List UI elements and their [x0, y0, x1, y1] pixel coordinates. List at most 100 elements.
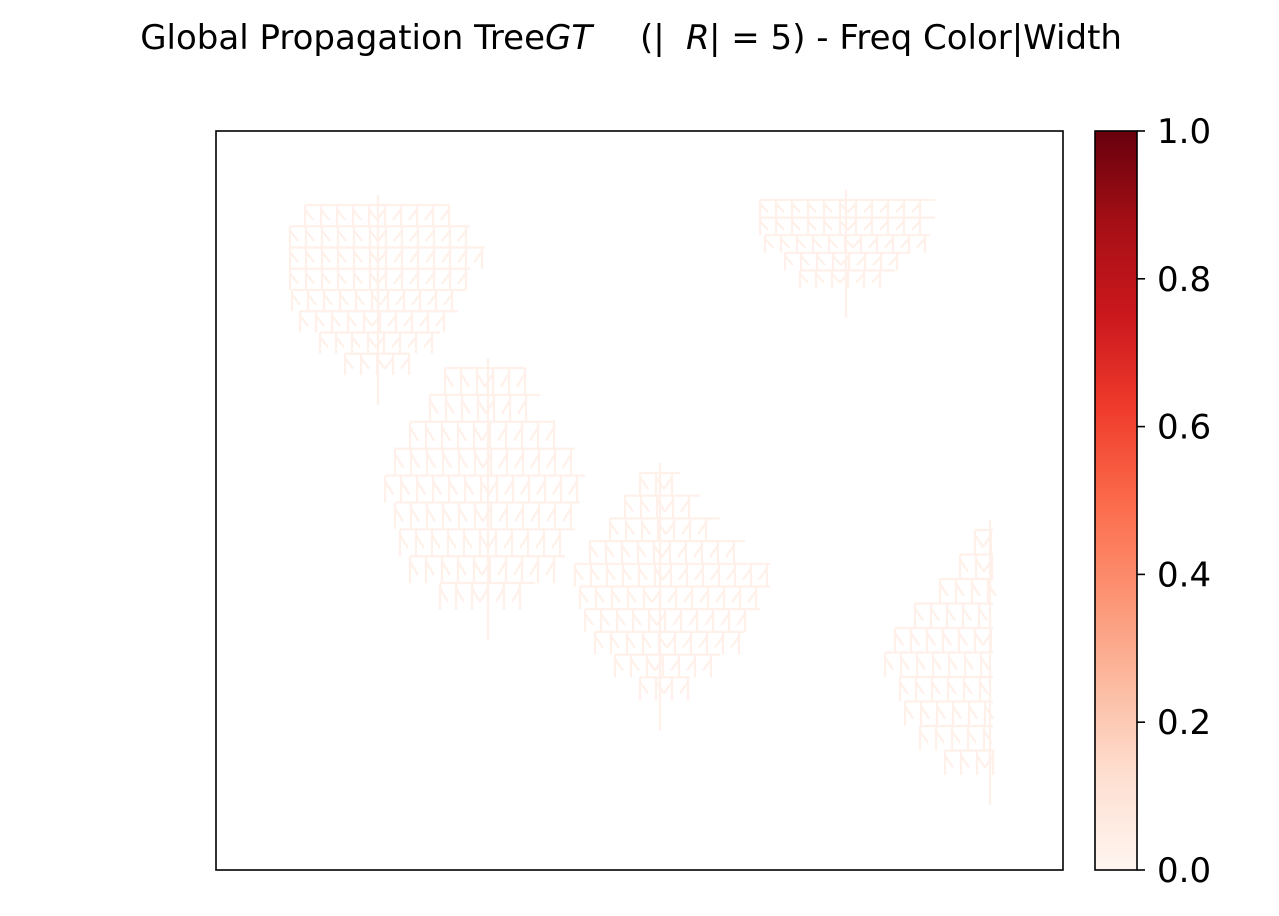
tree-edge [600, 613, 610, 626]
tree-edge [305, 272, 315, 285]
tree-edge [632, 613, 642, 626]
tree-edge [513, 561, 523, 576]
tree-edge [839, 202, 849, 214]
tree-edge [962, 607, 972, 622]
tree-edge [536, 480, 546, 495]
tree-edge [948, 656, 958, 671]
tree-edge [477, 399, 487, 415]
tree-edge [791, 220, 801, 231]
tree-edge [458, 507, 468, 522]
tree-edge [519, 534, 529, 549]
tree-edge [895, 220, 905, 231]
title-r-symbol: R [686, 18, 710, 58]
tree-edge [799, 273, 809, 284]
tree-edge [622, 567, 632, 581]
tree-edge [919, 730, 929, 744]
tree-edge [625, 522, 635, 535]
tree-edge [552, 480, 562, 495]
tree-edge [780, 237, 790, 249]
tree-edge [638, 567, 648, 581]
tree-edge [353, 272, 363, 285]
tree-edge [474, 453, 484, 469]
tree-edge [529, 426, 539, 442]
tree-edge [807, 220, 817, 231]
tree-edge [458, 453, 468, 469]
tree-edge [323, 293, 333, 306]
tree-edge [574, 567, 584, 581]
tree-edge [847, 220, 857, 231]
tree-edge [579, 590, 589, 604]
tree-edge [457, 426, 467, 442]
tree-edge [884, 656, 894, 671]
tree-edge [394, 453, 404, 469]
tree-edge [730, 635, 740, 649]
tree-edge [415, 534, 425, 549]
tree-edge [377, 229, 387, 242]
tree-edge [353, 251, 363, 264]
tree-edge [392, 208, 402, 221]
trees-layer [288, 190, 997, 805]
tree-edge [431, 534, 441, 549]
tree-edge [369, 272, 379, 285]
tree-edge [643, 590, 653, 604]
tree-edge [974, 632, 984, 646]
tree-edge [400, 480, 410, 495]
tree-edge [914, 607, 924, 622]
tree-edge [410, 507, 420, 522]
tree-edge [425, 426, 435, 442]
tree-edge [840, 255, 850, 266]
tree-edge [594, 635, 604, 649]
tree-edge [545, 426, 555, 442]
tree-edge [736, 613, 746, 626]
tree-edge [655, 476, 665, 490]
tree-edge [775, 202, 785, 214]
tree-edge [331, 314, 341, 327]
tree-edge [289, 272, 299, 285]
tree-edge [504, 480, 514, 495]
tree-edge [479, 587, 489, 603]
tree-edge [476, 372, 486, 388]
tree-edge [879, 220, 889, 231]
tree-edge [888, 255, 898, 266]
tree-edge [960, 754, 970, 769]
tree-edge [426, 507, 436, 522]
tree-edge [642, 635, 652, 649]
colorbar-tick-label: 0.8 [1157, 260, 1211, 300]
tree-edge [731, 590, 741, 604]
tree-edge [535, 534, 545, 549]
tree-edge [978, 607, 988, 622]
tree-4 [573, 463, 770, 730]
tree-edge [884, 237, 894, 249]
tree-edge [709, 545, 719, 558]
tree-edge [320, 208, 330, 221]
tree-edge [299, 314, 309, 327]
tree-edge [463, 534, 473, 549]
tree-edge [391, 336, 401, 349]
tree-edge [984, 754, 994, 769]
tree-edge [368, 208, 378, 221]
tree-edge [529, 561, 539, 576]
tree-edge [568, 480, 578, 495]
tree-edge [683, 590, 693, 604]
tree-edge [435, 314, 445, 327]
tree-edge [926, 632, 936, 646]
tree-3 [383, 358, 585, 640]
tree-edge [667, 590, 677, 604]
tree-edge [497, 561, 507, 576]
tree-edge [516, 372, 526, 388]
tree-edge [409, 561, 419, 576]
tree-edge [336, 208, 346, 221]
tree-edge [796, 237, 806, 249]
tree-edge [982, 534, 992, 548]
tree-edge [377, 251, 387, 264]
tree-edge [678, 567, 688, 581]
tree-edge [439, 587, 449, 603]
tree-edge [305, 251, 315, 264]
tree-edge [630, 658, 640, 672]
colorbar-tick-label: 0.2 [1157, 703, 1211, 743]
tree-edge [791, 202, 801, 214]
tree-edge [726, 567, 736, 581]
tree-edge [363, 314, 373, 327]
tree-edge [441, 251, 451, 264]
tree-edge [852, 237, 862, 249]
